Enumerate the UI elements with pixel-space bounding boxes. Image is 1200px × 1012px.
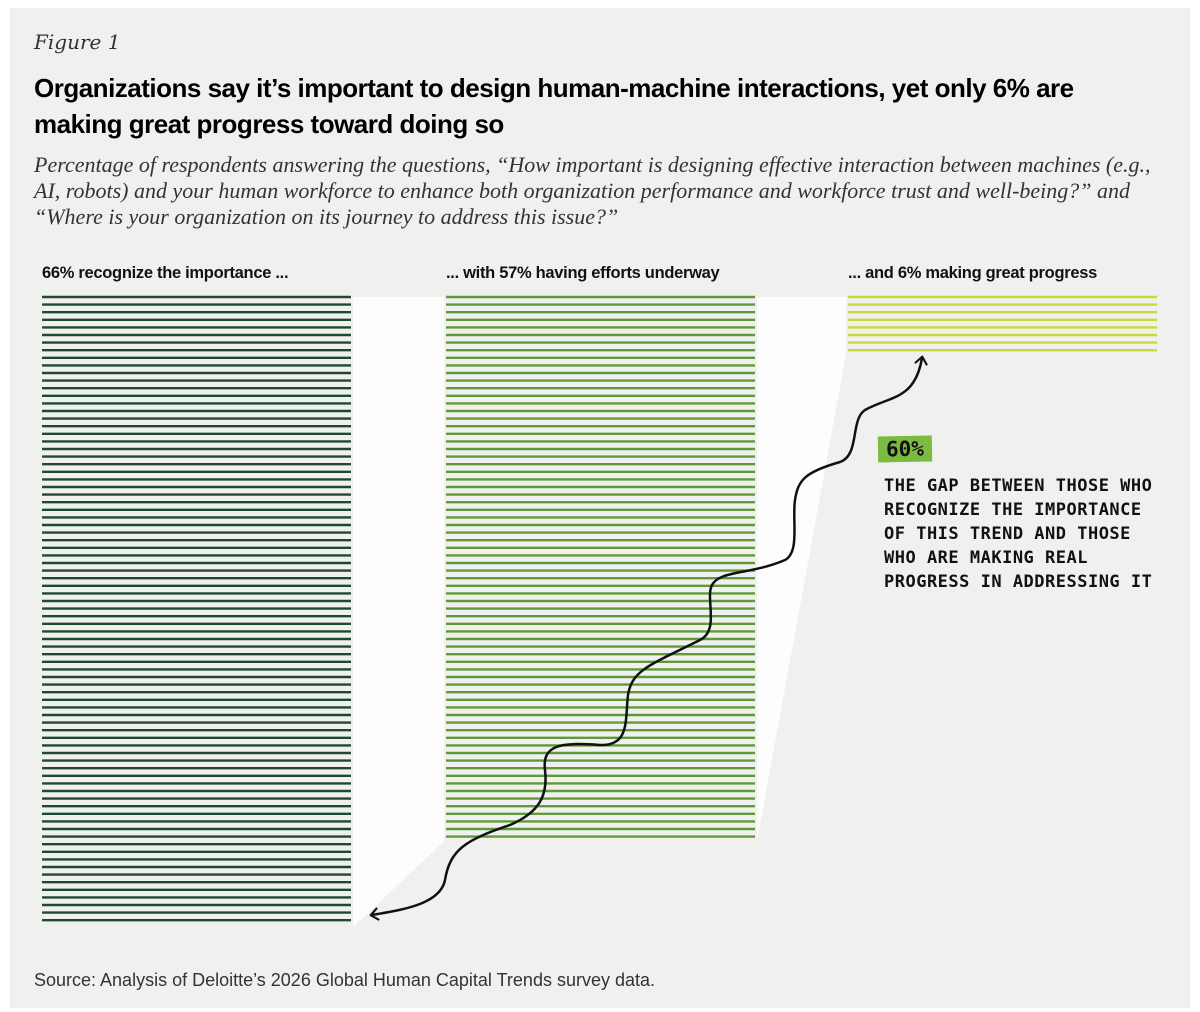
bar-0: [42, 295, 351, 922]
chart-subtitle: Percentage of respondents answering the …: [34, 152, 1151, 229]
bar-1: [446, 295, 755, 838]
connector-shadow-0: [353, 297, 444, 928]
bar-label-recognize: 66% recognize the importance ...: [42, 264, 289, 282]
bar-2: [848, 295, 1157, 352]
gap-annotation-text: The gap between those who recognize the …: [884, 476, 1153, 592]
source-note: Source: Analysis of Deloitte’s 2026 Glob…: [34, 970, 655, 990]
connector-shadow-1: [757, 297, 846, 842]
chart-title: Organizations say it’s important to desi…: [34, 73, 1074, 139]
gap-value-badge: 60%: [877, 435, 933, 463]
bar-connector-shadows: [353, 297, 846, 928]
bars-group: [42, 295, 1157, 922]
figure-label: Figure 1: [34, 30, 121, 54]
bar-label-progress: ... and 6% making great progress: [848, 264, 1097, 282]
gap-arrow: [369, 355, 928, 921]
bar-label-underway: ... with 57% having efforts underway: [446, 264, 720, 282]
